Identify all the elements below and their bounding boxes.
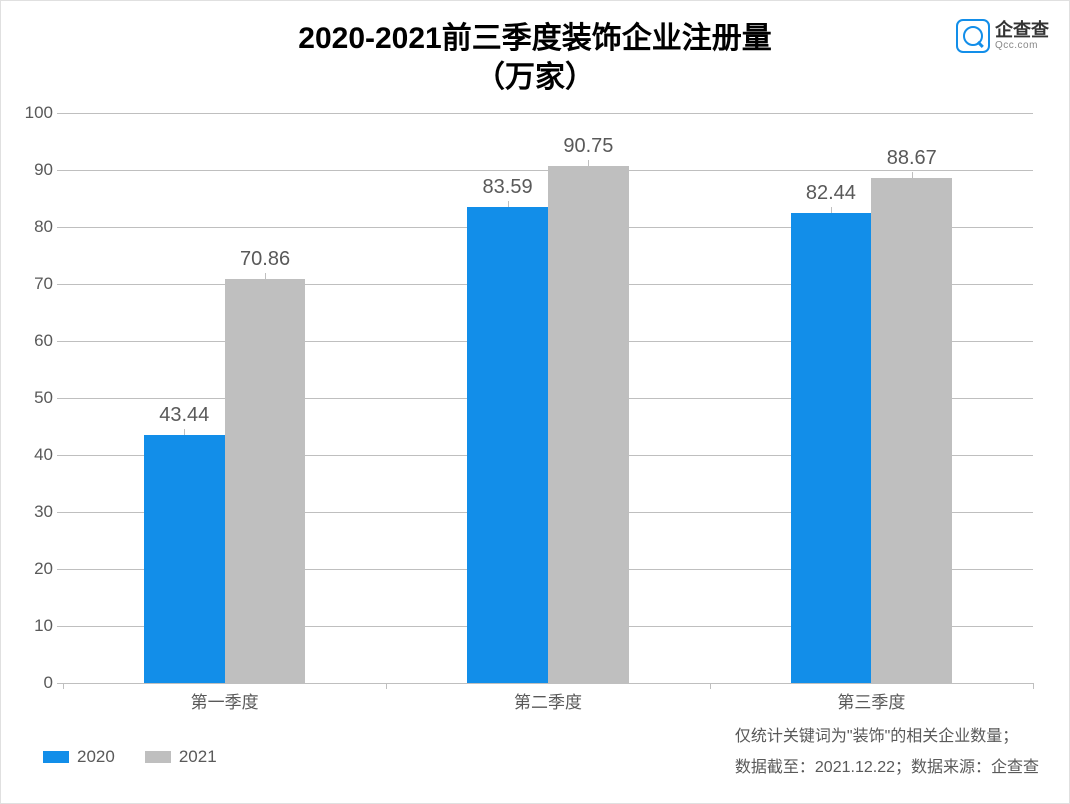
bar-value-label: 70.86	[240, 248, 290, 271]
bar-2020: 83.59	[467, 207, 548, 683]
y-axis-label: 70	[34, 274, 53, 294]
bar-value-label: 88.67	[887, 147, 937, 170]
plot-area: 0102030405060708090100第一季度43.4470.86第二季度…	[63, 113, 1033, 683]
footnote-2: 数据截至：2021.12.22；数据来源：企查查	[735, 753, 1039, 783]
bar-leader	[508, 201, 509, 207]
y-axis-label: 80	[34, 217, 53, 237]
y-axis-label: 60	[34, 331, 53, 351]
y-axis-label: 50	[34, 388, 53, 408]
bar-2020: 82.44	[791, 213, 872, 683]
y-axis-label: 10	[34, 616, 53, 636]
logo-text: 企查查 Qcc.com	[995, 21, 1049, 51]
gridline	[63, 683, 1033, 684]
bar-value-label: 90.75	[563, 135, 613, 158]
bar-value-label: 83.59	[483, 176, 533, 199]
chart-container: 2020-2021前三季度装饰企业注册量 （万家） 企查查 Qcc.com 01…	[1, 1, 1069, 803]
x-axis-label: 第三季度	[837, 688, 905, 713]
legend-label: 2020	[77, 747, 115, 767]
y-tick	[57, 113, 63, 114]
y-tick	[57, 227, 63, 228]
footnotes: 仅统计关键词为"装饰"的相关企业数量； 数据截至：2021.12.22；数据来源…	[735, 722, 1039, 783]
logo-icon	[956, 19, 990, 53]
bar-value-label: 43.44	[159, 404, 209, 427]
y-axis-label: 20	[34, 559, 53, 579]
bar-leader	[265, 273, 266, 279]
y-tick	[57, 170, 63, 171]
x-tick	[63, 683, 64, 689]
logo-qcc: 企查查 Qcc.com	[956, 19, 1049, 53]
title-line-1: 2020-2021前三季度装饰企业注册量	[1, 19, 1069, 58]
legend-swatch	[43, 751, 69, 763]
bar-leader	[831, 207, 832, 213]
y-tick	[57, 626, 63, 627]
x-tick	[1033, 683, 1034, 689]
bar-value-label: 82.44	[806, 182, 856, 205]
y-axis-label: 100	[25, 103, 53, 123]
y-tick	[57, 341, 63, 342]
legend-item: 2020	[43, 747, 115, 767]
chart-title: 2020-2021前三季度装饰企业注册量 （万家）	[1, 19, 1069, 97]
bar-2021: 90.75	[548, 166, 629, 683]
y-tick	[57, 398, 63, 399]
title-line-2: （万家）	[1, 58, 1069, 97]
logo-en: Qcc.com	[995, 41, 1049, 51]
bar-leader	[912, 172, 913, 178]
y-tick	[57, 284, 63, 285]
x-axis-label: 第一季度	[191, 688, 259, 713]
legend-item: 2021	[145, 747, 217, 767]
x-axis-label: 第二季度	[514, 688, 582, 713]
legend-swatch	[145, 751, 171, 763]
bar-leader	[184, 429, 185, 435]
bar-2021: 88.67	[871, 178, 952, 683]
logo-cn: 企查查	[995, 21, 1049, 39]
bar-leader	[588, 160, 589, 166]
y-tick	[57, 455, 63, 456]
x-tick	[386, 683, 387, 689]
footnote-1: 仅统计关键词为"装饰"的相关企业数量；	[735, 722, 1039, 752]
y-axis-label: 40	[34, 445, 53, 465]
y-axis-label: 30	[34, 502, 53, 522]
bar-2021: 70.86	[225, 279, 306, 683]
y-tick	[57, 569, 63, 570]
legend-label: 2021	[179, 747, 217, 767]
legend: 2020 2021	[43, 747, 217, 767]
x-tick	[710, 683, 711, 689]
y-axis-label: 0	[44, 673, 53, 693]
y-tick	[57, 512, 63, 513]
bar-2020: 43.44	[144, 435, 225, 683]
y-axis-label: 90	[34, 160, 53, 180]
gridline	[63, 113, 1033, 114]
